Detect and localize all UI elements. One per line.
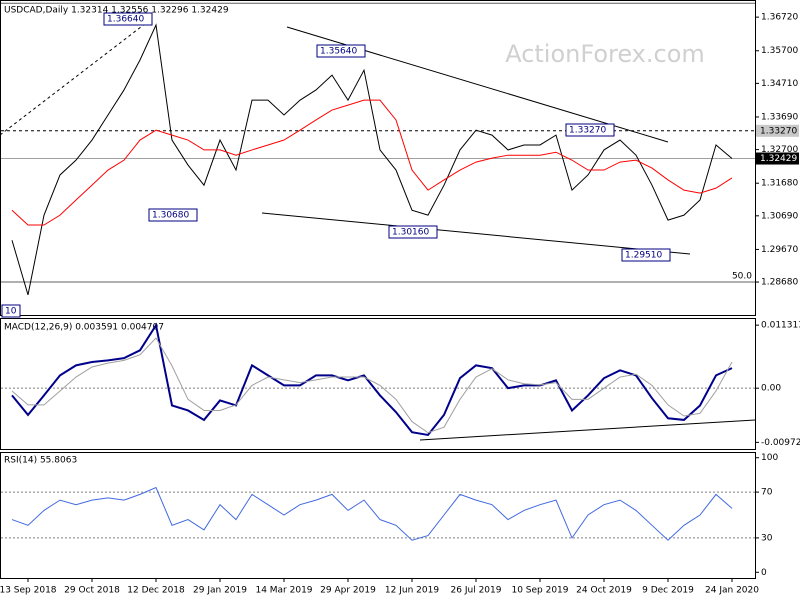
y-tick-label: 1.28680 — [761, 278, 798, 288]
x-tick-label: 9 Dec 2019 — [642, 586, 694, 596]
y-tick-label: 1.30690 — [761, 211, 798, 221]
macd-title: MACD(12,26,9) 0.003591 0.004707 — [4, 323, 164, 333]
x-tick-label: 29 Apr 2019 — [320, 586, 376, 596]
y-tick-label: 100 — [761, 453, 778, 463]
annotation: 10 — [5, 307, 17, 317]
fib-label: 50.0 — [732, 272, 752, 282]
y-tick-label: 1.31680 — [761, 179, 798, 189]
price-panel — [0, 0, 756, 316]
annotation: 1.36640 — [107, 15, 144, 25]
series-line — [11, 99, 733, 226]
x-tick-label: 24 Oct 2019 — [576, 586, 632, 596]
x-tick-label: 12 Dec 2018 — [127, 586, 185, 596]
y-tick-label: 1.33690 — [761, 112, 798, 122]
y-tick-label: 1.35700 — [761, 46, 798, 56]
annotation: 1.30160 — [392, 228, 429, 238]
y-tick-label: 1.29670 — [761, 245, 798, 255]
y-tick-label: 0.011313 — [761, 321, 800, 331]
x-tick-label: 12 Jun 2019 — [385, 586, 439, 596]
annotation: 1.33270 — [569, 126, 606, 136]
rsi-title: RSI(14) 55.8063 — [4, 456, 77, 466]
marker-label: 1.33270 — [760, 126, 797, 136]
y-tick-label: 0.00 — [761, 384, 781, 394]
annotation-box — [148, 208, 198, 222]
series-line — [11, 23, 733, 296]
y-tick-label: 1.34710 — [761, 79, 798, 89]
x-tick-label: 29 Oct 2018 — [64, 586, 120, 596]
y-tick-label: 0 — [761, 568, 767, 578]
y-tick-label: 70 — [761, 488, 773, 498]
x-tick-label: 26 Jul 2019 — [451, 586, 502, 596]
annotation: 1.30680 — [152, 211, 189, 221]
annotation-box — [621, 248, 671, 262]
series-line — [11, 337, 733, 434]
annotation-box — [565, 123, 615, 137]
y-tick-label: 1.36720 — [761, 13, 798, 23]
macd-panel — [0, 318, 756, 450]
trend-line — [419, 419, 756, 441]
annotation: 1.35640 — [320, 47, 357, 57]
fib-label: 61.8 — [732, 0, 752, 3]
x-tick-label: 14 Mar 2019 — [255, 586, 312, 596]
marker-box — [756, 152, 799, 165]
trend-line — [0, 19, 151, 136]
trend-line — [261, 212, 691, 255]
x-tick-label: 10 Sep 2019 — [511, 586, 568, 596]
y-tick-label: -0.009729 — [761, 438, 800, 448]
series-line — [11, 322, 733, 437]
x-tick-label: 13 Sep 2018 — [0, 586, 57, 596]
annotation-box — [316, 44, 366, 58]
y-tick-label: 1.32700 — [761, 145, 798, 155]
annotation: 1.29510 — [625, 251, 662, 261]
annotation-box — [1, 304, 21, 318]
watermark: ActionForex.com — [505, 40, 705, 68]
marker-box — [756, 124, 799, 137]
y-tick-label: 30 — [761, 533, 773, 543]
chart-title: USDCAD,Daily 1.32314 1.32556 1.32296 1.3… — [4, 6, 229, 16]
x-tick-label: 29 Jan 2019 — [193, 586, 247, 596]
annotation-box — [388, 225, 438, 239]
marker-label: 1.32429 — [760, 154, 797, 164]
series-line — [11, 486, 733, 541]
annotation-box — [103, 12, 153, 26]
x-tick-label: 24 Jan 2020 — [705, 586, 759, 596]
rsi-panel — [0, 452, 756, 579]
